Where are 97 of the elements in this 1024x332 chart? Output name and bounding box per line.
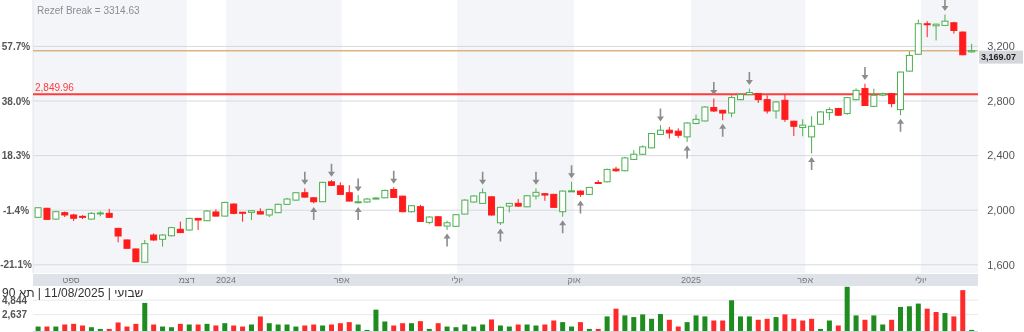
bar [853,315,859,332]
bar [640,314,646,332]
bar [604,316,610,332]
y2-tick-label: 18.3% [1,150,31,162]
candlestick [861,83,869,107]
bar [560,322,566,332]
bar [826,320,832,332]
bar [551,320,557,332]
bar [951,316,957,332]
bar [960,290,966,332]
bar [533,325,539,332]
x-tick-label: יולי [914,275,927,286]
bar [631,317,637,332]
bar [844,286,850,332]
x-tick-label: יולי [451,275,464,286]
bar [622,315,628,332]
bar [782,314,788,332]
point [941,0,949,11]
bar [835,325,841,332]
bar [862,319,868,332]
bar [142,302,148,332]
y2-tick-label: 38.0% [1,95,31,107]
bar [809,318,815,332]
bar [746,316,752,332]
bar [764,318,770,332]
y-tick-label: 2,400 [987,149,1015,162]
bar [702,316,708,332]
bar [80,325,86,332]
candlestick [728,94,736,118]
y2-tick-label: -21.1% [0,259,32,271]
bar [409,323,415,332]
bar [257,316,263,332]
candlestick [141,239,149,264]
bar [693,315,699,332]
bar [649,318,655,332]
bar [924,308,930,332]
bar [346,322,352,332]
bar [222,323,228,332]
bar [577,322,583,332]
bar [302,325,308,332]
annotation: Rezef Break = 3314.63 [37,5,141,16]
bar [729,300,735,332]
y2-tick-label: 57.7% [1,41,31,53]
ref-line-label: 3,169.07 [981,52,1017,63]
candlestick [488,195,496,217]
bar [435,323,441,332]
candlestick [808,115,816,154]
bar [373,309,379,332]
x-tick-label: דצמ [178,275,195,286]
bar [737,316,743,332]
bar [942,313,948,332]
bar [613,308,619,332]
bar [889,319,895,332]
bar [791,318,797,332]
bar [800,320,806,332]
x-tick-label: אפר [333,275,350,286]
bar [115,322,121,332]
y2-tick-label: -1.4% [2,204,30,216]
bar [497,325,503,332]
bar [666,319,672,332]
y-tick-label: 2,000 [987,204,1015,217]
bar [391,325,397,332]
bar [906,306,912,332]
bar [489,319,495,332]
bar [320,325,326,332]
bar [720,320,726,332]
bar [915,303,921,332]
bar [871,315,877,332]
bar [898,306,904,332]
bar [231,325,237,332]
x-tick-label: אוק [567,275,582,286]
bar [773,317,779,332]
x-tick-label: ספט [62,275,80,286]
candlestick [763,94,771,115]
x-tick-label: אפר [797,275,814,286]
bar [657,314,663,332]
x-tick-label: 2024 [216,275,237,286]
bar [400,323,406,332]
y-tick-label: 3,200 [987,40,1015,53]
bar [711,320,717,332]
y-tick-label: 2,637 [2,309,28,321]
bar [266,323,272,332]
y-tick-label: 1,600 [987,258,1015,271]
candlestick [781,93,789,123]
bar [933,312,939,332]
bar [755,319,761,332]
candlestick [559,189,567,218]
candlestick [194,217,202,231]
candlestick [905,50,913,73]
x-tick-label: 2025 [680,275,701,286]
ref-line-label: 2,849.96 [35,82,75,94]
bar [382,321,388,332]
y-tick-label: 2,800 [987,94,1015,107]
bar [213,325,219,332]
bar [684,322,690,332]
bar [417,321,423,332]
bar [337,323,343,332]
